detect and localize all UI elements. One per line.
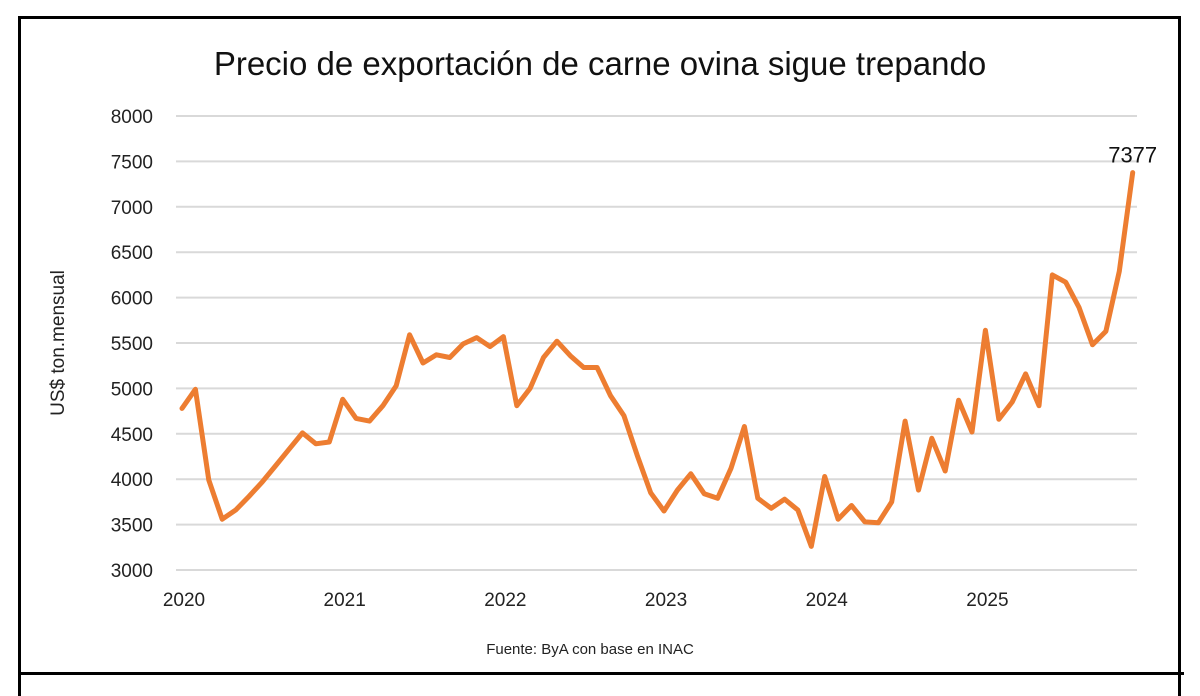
y-tick-label: 7500 [111, 152, 153, 173]
source-note: Fuente: ByA con base en INAC [486, 641, 694, 658]
y-tick-label: 3500 [111, 516, 153, 537]
data-label: 7377 [1108, 143, 1157, 168]
y-tick-label: 5000 [111, 379, 153, 400]
y-axis-label: US$ ton.mensual [48, 270, 69, 416]
x-axis-ticks: 2020 2021 2022 2023 2024 2025 [163, 590, 1009, 611]
x-tick-label: 2021 [324, 590, 366, 611]
y-tick-label: 8000 [111, 107, 153, 128]
x-tick-label: 2022 [484, 590, 526, 611]
chart-title: Precio de exportación de carne ovina sig… [214, 45, 986, 82]
y-tick-label: 6000 [111, 289, 153, 310]
y-tick-label: 4000 [111, 470, 153, 491]
y-tick-label: 3000 [111, 561, 153, 582]
x-tick-label: 2025 [966, 590, 1008, 611]
y-tick-label: 4500 [111, 425, 153, 446]
series-line [182, 173, 1133, 547]
y-axis-ticks: 3000 3500 4000 4500 5000 5500 6000 6500 7000 7500… [111, 107, 153, 582]
line-chart: Precio de exportación de carne ovina sig… [0, 0, 1200, 675]
y-tick-label: 7000 [111, 198, 153, 219]
series-group: 7377 [182, 143, 1157, 547]
y-tick-label: 5500 [111, 334, 153, 355]
x-tick-label: 2024 [806, 590, 849, 611]
x-tick-label: 2020 [163, 590, 205, 611]
y-tick-label: 6500 [111, 243, 153, 264]
x-tick-label: 2023 [645, 590, 687, 611]
